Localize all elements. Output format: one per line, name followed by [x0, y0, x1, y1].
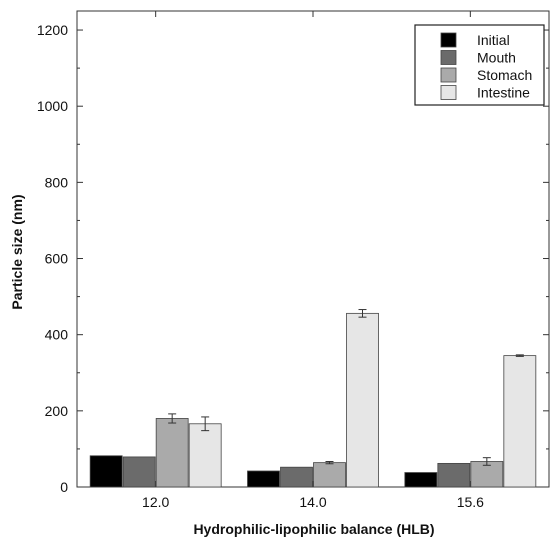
- bar-initial-15.6: [404, 472, 438, 488]
- x-axis-title: Hydrophilic-lipophilic balance (HLB): [193, 521, 434, 537]
- bar-intestine-14.0: [346, 312, 379, 488]
- legend-swatch-intestine: [440, 85, 457, 100]
- legend-swatch-stomach: [440, 67, 457, 83]
- y-tick-label: 1000: [37, 98, 68, 114]
- legend-label-stomach: Stomach: [477, 67, 532, 83]
- bar-intestine-15.6: [503, 355, 537, 488]
- plot-area: 0 200 400 600 800 1000 1200 12.0 14.0 15.6 Initial…: [37, 10, 550, 510]
- legend-label-initial: Initial: [477, 32, 510, 48]
- x-tick-label: 15.6: [457, 494, 484, 510]
- y-tick-label: 0: [60, 479, 68, 495]
- x-tick-label: 14.0: [299, 494, 326, 510]
- bar-mouth-12.0: [122, 456, 156, 488]
- bar-intestine-12.0: [188, 423, 222, 488]
- y-tick-label: 400: [45, 327, 69, 343]
- y-tick-label: 1200: [37, 22, 68, 38]
- legend-label-intestine: Intestine: [477, 85, 530, 101]
- legend-label-mouth: Mouth: [477, 50, 516, 66]
- bar-stomach-12.0: [155, 418, 189, 488]
- legend-box: [414, 24, 545, 106]
- bar-mouth-14.0: [280, 466, 313, 488]
- x-tick-label: 12.0: [142, 494, 169, 510]
- y-tick-label: 600: [45, 251, 69, 267]
- legend-swatch-initial: [440, 32, 457, 48]
- legend-swatch-mouth: [440, 50, 457, 65]
- bar-initial-12.0: [89, 455, 123, 488]
- y-tick-label: 200: [45, 403, 69, 419]
- bar-mouth-15.6: [437, 462, 471, 488]
- bar-stomach-14.0: [313, 462, 346, 488]
- y-tick-label: 800: [45, 174, 69, 190]
- y-axis-title: Particle size (nm): [9, 194, 25, 309]
- bar-initial-14.0: [247, 470, 280, 488]
